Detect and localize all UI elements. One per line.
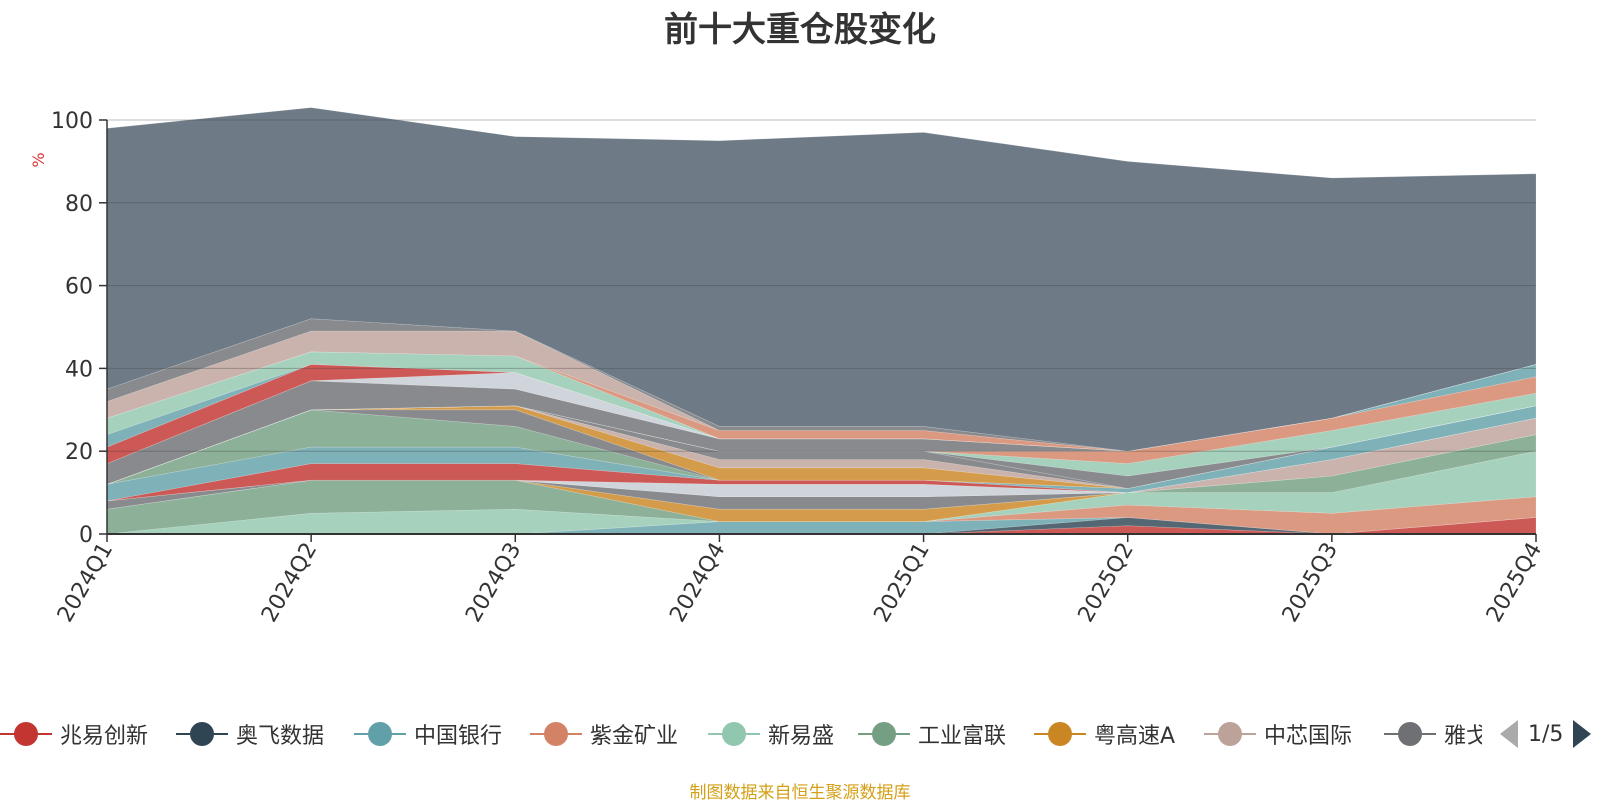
area-series-5[interactable] <box>106 450 1537 535</box>
x-tick-label: 2025Q1 <box>869 539 934 627</box>
legend-marker-icon <box>858 712 910 756</box>
y-tick-label: 0 <box>79 523 93 548</box>
legend-label: 粤高速A <box>1094 724 1176 749</box>
legend-marker-icon <box>0 712 52 756</box>
legend-marker-icon <box>530 712 582 756</box>
y-tick-label: 40 <box>65 357 93 382</box>
legend-item[interactable]: 兆易创新 <box>0 712 148 756</box>
legend-item[interactable]: 奥飞数据 <box>176 712 324 756</box>
x-tick-label: 2025Q3 <box>1278 539 1343 627</box>
legend-item[interactable]: 新易盛 <box>708 712 834 756</box>
legend-item[interactable]: 工业富联 <box>858 712 1006 756</box>
data-source-note: 制图数据来自恒生聚源数据库 <box>689 783 911 803</box>
legend-item[interactable]: 雅戈尔 <box>1384 712 1482 756</box>
y-tick-label: 80 <box>65 192 93 217</box>
area-series-8[interactable] <box>106 417 1537 510</box>
x-tick-label: 2024Q1 <box>53 539 118 627</box>
legend-item[interactable]: 紫金矿业 <box>530 712 678 756</box>
legend-marker-icon <box>1384 712 1436 756</box>
gridlines <box>107 119 1536 452</box>
legend-pager: 1/5 <box>1500 712 1592 756</box>
area-series-21[interactable] <box>106 376 1537 485</box>
legend-label: 工业富联 <box>918 724 1007 749</box>
x-tick-label: 2024Q3 <box>461 539 526 627</box>
legend-item[interactable]: 中国银行 <box>354 712 502 756</box>
y-tick-label: 20 <box>65 440 93 465</box>
y-tick-label: 60 <box>65 275 93 300</box>
area-series-6[interactable] <box>106 434 1537 535</box>
legend-items: 兆易创新 奥飞数据 中国银行 紫金矿业 新易盛 工业富联 粤高速A 中芯国际 雅戈尔 <box>0 712 1482 756</box>
x-tick-label: 2025Q2 <box>1074 539 1139 627</box>
chart-title: 前十大重仓股变化 <box>664 10 936 50</box>
y-tick-label: 100 <box>51 109 93 134</box>
legend-marker-icon <box>1204 712 1256 756</box>
legend-next-arrow-icon[interactable] <box>1573 720 1592 748</box>
legend-label: 新易盛 <box>768 724 835 749</box>
x-tick-label: 2024Q4 <box>665 539 730 627</box>
legend-label: 兆易创新 <box>60 724 149 749</box>
x-tick-label: 2024Q2 <box>257 539 322 627</box>
legend-label: 中国银行 <box>414 724 503 749</box>
x-tick-label: 2025Q4 <box>1482 539 1547 627</box>
legend-prev-arrow-icon[interactable] <box>1500 720 1518 748</box>
legend: 兆易创新 奥飞数据 中国银行 紫金矿业 新易盛 工业富联 粤高速A 中芯国际 雅戈尔 <box>0 712 1600 756</box>
stacked-areas <box>106 107 1537 535</box>
legend-marker-icon <box>354 712 406 756</box>
area-series-22[interactable] <box>106 363 1537 485</box>
y-axis-label: % <box>29 152 48 167</box>
area-series-32[interactable] <box>106 107 1537 452</box>
legend-label: 紫金矿业 <box>590 724 679 749</box>
area-series-20[interactable] <box>106 392 1537 485</box>
legend-marker-icon <box>708 712 760 756</box>
legend-marker-icon <box>176 712 228 756</box>
legend-page-indicator: 1/5 <box>1528 721 1564 747</box>
legend-label: 奥飞数据 <box>236 724 325 749</box>
legend-label: 中芯国际 <box>1264 724 1353 749</box>
legend-marker-icon <box>1034 712 1086 756</box>
legend-item[interactable]: 粤高速A <box>1034 712 1175 756</box>
legend-label: 雅戈尔 <box>1444 724 1482 749</box>
legend-item[interactable]: 中芯国际 <box>1204 712 1352 756</box>
